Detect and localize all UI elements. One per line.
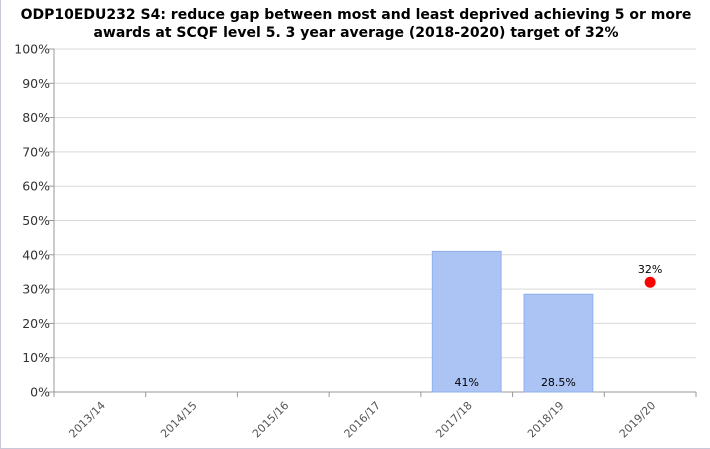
x-tick-label: 2015/16	[250, 399, 292, 441]
bar-data-label: 41%	[454, 376, 478, 389]
bar-2018/19	[523, 293, 594, 393]
y-tick-label: 10%	[22, 350, 50, 365]
x-tick-label: 2018/19	[525, 399, 567, 441]
chart-title-line-1: ODP10EDU232 S4: reduce gap between most …	[20, 7, 692, 23]
bar-data-label: 28.5%	[541, 376, 576, 389]
chart-title: ODP10EDU232 S4: reduce gap between most …	[1, 6, 710, 42]
x-tick-label: 2017/18	[433, 399, 475, 441]
x-tick-label: 2019/20	[617, 399, 659, 441]
y-tick-label: 50%	[22, 213, 50, 228]
y-tick-label: 20%	[22, 316, 50, 331]
y-tick-label: 60%	[22, 179, 50, 194]
x-tick-label: 2014/15	[158, 399, 200, 441]
x-tick-label: 2013/14	[66, 399, 108, 441]
y-tick-label: 80%	[22, 110, 50, 125]
x-tick-label: 2016/17	[342, 399, 384, 441]
y-tick-label: 30%	[22, 282, 50, 297]
y-tick-label: 40%	[22, 247, 50, 262]
target-point-2019/20	[644, 276, 656, 288]
y-tick-label: 0%	[30, 385, 50, 400]
y-tick-label: 100%	[14, 42, 50, 57]
target-data-label: 32%	[638, 263, 662, 276]
y-tick-label: 90%	[22, 76, 50, 91]
bar-2017/18	[431, 250, 502, 393]
chart-title-line-2: awards at SCQF level 5. 3 year average (…	[93, 25, 619, 41]
y-tick-label: 70%	[22, 144, 50, 159]
